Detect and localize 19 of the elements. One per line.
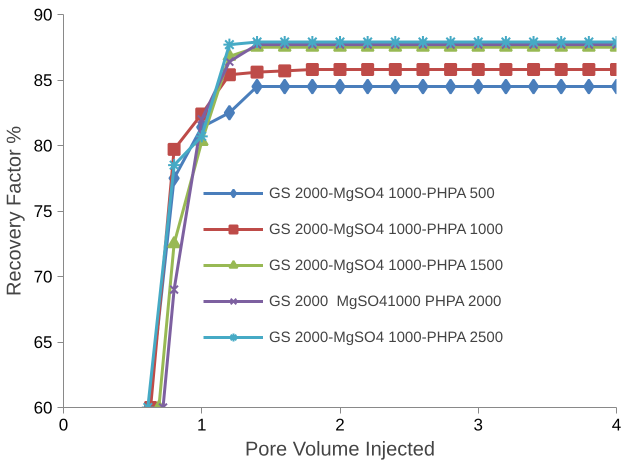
legend-label: GS 2000-MgSO4 1000-PHPA 2500 — [269, 328, 504, 346]
y-axis-title: Recovery Factor % — [4, 126, 26, 296]
x-tick-label: 0 — [58, 416, 68, 434]
x-axis-title: Pore Volume Injected — [244, 438, 436, 460]
x-tick-label: 4 — [612, 416, 622, 434]
legend-label: GS 2000 MgSO41000 PHPA 2000 — [269, 292, 502, 310]
x-tick-label: 1 — [197, 416, 206, 434]
y-tick-label: 70 — [34, 268, 53, 286]
y-tick-label: 80 — [34, 136, 53, 156]
x-tick-label: 3 — [474, 416, 483, 434]
x-tick-label: 2 — [335, 416, 345, 434]
legend-label: GS 2000-MgSO4 1000-PHPA 500 — [269, 184, 495, 202]
y-tick-label: 60 — [34, 398, 53, 418]
y-tick-label: 90 — [34, 6, 53, 24]
legend-label: GS 2000-MgSO4 1000-PHPA 1000 — [269, 220, 504, 238]
legend-label: GS 2000-MgSO4 1000-PHPA 1500 — [269, 256, 504, 274]
y-tick-label: 65 — [34, 333, 53, 352]
y-tick-label: 85 — [34, 71, 53, 90]
y-tick-label: 75 — [34, 202, 53, 221]
